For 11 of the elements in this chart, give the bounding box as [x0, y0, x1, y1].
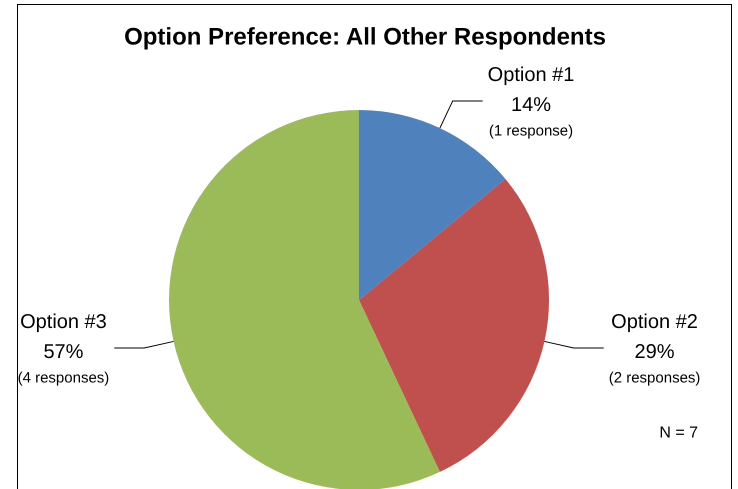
- text: N = 7: [659, 424, 698, 442]
- data-label: 57%: [43, 340, 84, 363]
- slice-label: Option #3: [20, 310, 107, 333]
- data-label: 14%: [511, 94, 552, 116]
- chart-title: Option Preference: All Other Respondents: [124, 24, 606, 50]
- slice-label: Option #2: [611, 310, 698, 333]
- slice-label: Option #1: [488, 64, 574, 86]
- text: (1 response): [488, 122, 574, 140]
- text: (2 responses): [608, 369, 700, 386]
- text: (4 responses): [18, 369, 110, 386]
- data-label: 29%: [634, 340, 675, 363]
